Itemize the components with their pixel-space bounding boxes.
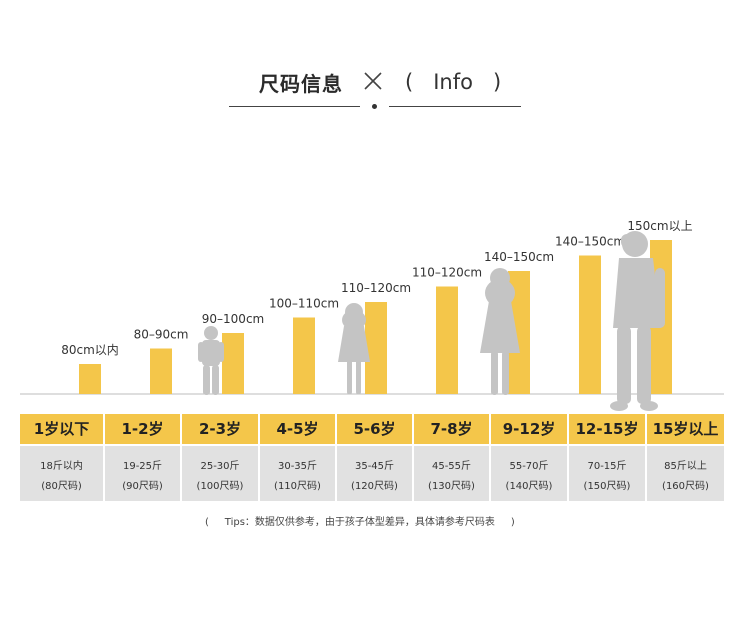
cross-icon — [364, 72, 382, 90]
size-table: 1岁以下 18斤以内 (80尺码) 1-2岁 19-25斤 (90尺码) 2-3岁 25-30… — [20, 414, 724, 501]
size-cell-8: 70-15斤 (150尺码) — [569, 446, 645, 501]
weight-text: 19-25斤 — [122, 461, 163, 472]
size-cell-3: 25-30斤 (100尺码) — [182, 446, 258, 501]
weight-text: 45-55斤 — [431, 461, 472, 472]
bar-1 — [79, 364, 101, 394]
bar-7 — [508, 271, 530, 394]
age-header-9: 15岁以上 — [647, 414, 724, 444]
age-header-6: 7-8岁 — [414, 414, 489, 444]
age-header-8: 12-15岁 — [569, 414, 645, 444]
size-cell-6: 45-55斤 (130尺码) — [414, 446, 489, 501]
size-code-text: (140尺码) — [505, 481, 553, 492]
size-code-text: (120尺码) — [351, 481, 398, 492]
weight-text: 18斤以内 — [40, 461, 83, 472]
tips-note: ( Tips：数据仅供参考，由于孩子体型差异，具体请参考尺码表 ) — [205, 517, 515, 528]
title-info: ( Info ) — [405, 70, 502, 94]
bar-label-5: 110–120cm — [341, 281, 411, 295]
title-divider-dot — [372, 104, 377, 109]
weight-text: 35-45斤 — [354, 461, 395, 472]
age-header-1: 1岁以下 — [20, 414, 103, 444]
size-cell-2: 19-25斤 (90尺码) — [105, 446, 180, 501]
bar-label-7: 140–150cm — [484, 250, 554, 264]
title-underline-right — [389, 106, 521, 107]
weight-text: 85斤以上 — [664, 461, 707, 472]
teen-silhouette — [610, 231, 665, 411]
bar-4 — [293, 317, 315, 394]
size-cell-1: 18斤以内 (80尺码) — [20, 446, 103, 501]
weight-text: 55-70斤 — [509, 461, 549, 472]
title-underline-left — [229, 106, 360, 107]
size-cell-4: 30-35斤 (110尺码) — [260, 446, 335, 501]
size-code-text: (90尺码) — [122, 481, 163, 492]
bar-label-4: 100–110cm — [269, 297, 339, 311]
size-code-text: (100尺码) — [196, 481, 244, 492]
age-header-4: 4-5岁 — [260, 414, 335, 444]
bar-label-3: 90–100cm — [202, 312, 264, 326]
toddler-silhouette — [198, 326, 224, 395]
age-header-2: 1-2岁 — [105, 414, 180, 444]
size-cell-9: 85斤以上 (160尺码) — [647, 446, 724, 501]
page-title: 尺码信息 — [259, 72, 343, 96]
bar-8 — [579, 255, 601, 394]
size-cell-5: 35-45斤 (120尺码) — [337, 446, 412, 501]
weight-text: 70-15斤 — [587, 461, 627, 472]
bar-label-2: 80–90cm — [134, 328, 189, 342]
size-code-text: (160尺码) — [662, 481, 709, 492]
size-code-text: (110尺码) — [274, 481, 321, 492]
age-header-3: 2-3岁 — [182, 414, 258, 444]
weight-text: 25-30斤 — [200, 461, 240, 472]
title-area: 尺码信息 ( Info ) — [0, 62, 750, 112]
bar-6 — [436, 286, 458, 394]
bar-label-9: 150cm以上 — [627, 219, 692, 233]
bar-2 — [150, 348, 172, 394]
bar-5 — [365, 302, 387, 394]
bar-3 — [222, 333, 244, 394]
size-code-text: (130尺码) — [428, 481, 475, 492]
bar-label-1: 80cm以内 — [61, 343, 119, 357]
bar-label-6: 110–120cm — [412, 266, 482, 280]
size-code-text: (150尺码) — [583, 481, 631, 492]
girl-dress-silhouette — [480, 268, 520, 395]
size-cell-7: 55-70斤 (140尺码) — [491, 446, 567, 501]
age-header-5: 5-6岁 — [337, 414, 412, 444]
weight-text: 30-35斤 — [277, 461, 318, 472]
bar-label-8: 140–150cm — [555, 235, 625, 249]
age-header-7: 9-12岁 — [491, 414, 567, 444]
size-code-text: (80尺码) — [41, 481, 82, 492]
girl-small-silhouette — [338, 303, 370, 394]
